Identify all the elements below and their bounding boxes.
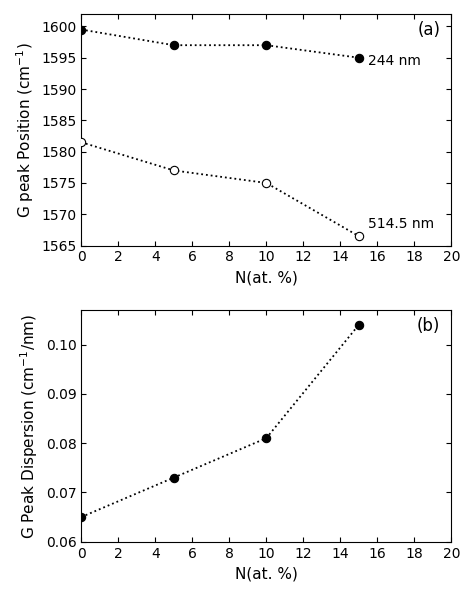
Text: 244 nm: 244 nm [368,54,421,68]
X-axis label: N(at. %): N(at. %) [235,566,298,581]
Text: (b): (b) [417,317,440,335]
Text: 514.5 nm: 514.5 nm [368,217,434,231]
Text: (a): (a) [417,21,440,39]
X-axis label: N(at. %): N(at. %) [235,270,298,285]
Y-axis label: G peak Position (cm$^{-1}$): G peak Position (cm$^{-1}$) [14,42,36,218]
Y-axis label: G Peak Dispersion (cm$^{-1}$/nm): G Peak Dispersion (cm$^{-1}$/nm) [18,313,40,538]
